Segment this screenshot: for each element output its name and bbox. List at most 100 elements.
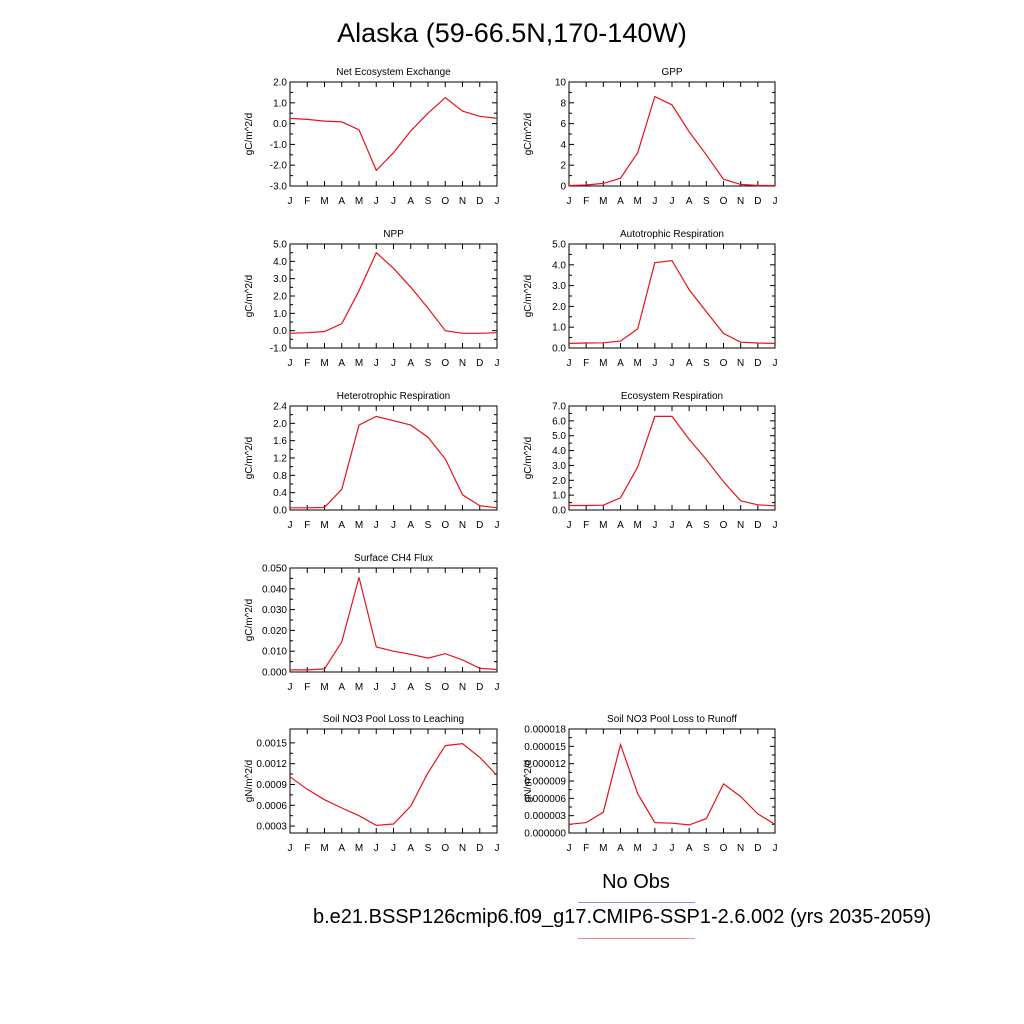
x-tick-label: S [425,682,432,693]
y-axis-label: gC/m^2/d [244,113,255,156]
x-tick-label: A [617,520,624,531]
x-tick-label: O [720,843,728,854]
x-tick-label: A [338,196,345,207]
x-tick-label: J [773,520,778,531]
x-tick-label: F [304,520,310,531]
x-tick-label: N [737,520,744,531]
x-tick-label: J [288,682,293,693]
x-tick-label: J [567,358,572,369]
x-tick-label: O [441,520,449,531]
chart-panel-5: Heterotrophic Respiration gC/m^2/d 0.0 0.4 0… [244,391,500,531]
x-tick-label: J [773,358,778,369]
x-tick-label: M [599,196,607,207]
page-title: Alaska (59-66.5N,170-140W) [337,18,687,48]
y-tick-label: 3.0 [552,461,566,472]
y-tick-label: 2.0 [273,419,287,430]
x-tick-label: J [288,196,293,207]
x-tick-label: M [355,358,363,369]
x-tick-label: M [633,196,641,207]
y-tick-label: 5.0 [552,240,566,251]
series-line [568,742,776,826]
y-tick-label: 5.0 [273,240,287,251]
x-tick-label: O [441,843,449,854]
plot-frame [289,728,498,834]
x-tick-label: A [407,196,414,207]
x-tick-label: O [441,682,449,693]
chart-title: Ecosystem Respiration [621,391,723,402]
y-tick-label: 4.0 [273,257,287,268]
plot-frame [289,405,498,511]
x-tick-label: M [320,520,328,531]
x-tick-label: M [599,358,607,369]
x-tick-label: S [703,843,710,854]
series-line [290,577,498,671]
plot-frame [289,567,498,673]
chart-title: GPP [661,67,682,78]
x-tick-label: M [320,358,328,369]
series-line [568,259,776,344]
y-tick-label: 2.4 [273,402,287,413]
x-tick-label: J [670,843,675,854]
x-tick-label: D [476,843,483,854]
y-tick-label: 1.6 [273,436,287,447]
x-tick-label: D [476,520,483,531]
x-tick-label: M [320,196,328,207]
x-tick-label: J [773,843,778,854]
y-tick-label: 8 [560,98,566,109]
y-axis-label: gC/m^2/d [244,275,255,318]
y-tick-label: 1.0 [552,323,566,334]
x-tick-label: J [495,358,500,369]
x-tick-label: J [288,358,293,369]
y-tick-label: 0.0003 [256,822,287,833]
y-tick-label: 0.4 [273,488,287,499]
x-tick-label: S [425,520,432,531]
x-tick-label: A [686,358,693,369]
series-line [568,95,775,187]
x-tick-label: N [459,196,466,207]
x-tick-label: O [720,358,728,369]
series-line [569,415,776,507]
x-tick-label: N [737,196,744,207]
x-tick-label: J [670,520,675,531]
y-tick-label: 2.0 [273,292,287,303]
y-tick-label: -1.0 [270,140,288,151]
x-tick-label: A [338,843,345,854]
x-tick-label: S [703,358,710,369]
x-tick-label: M [599,520,607,531]
x-tick-label: J [495,682,500,693]
series-line [290,415,498,509]
x-tick-label: M [320,843,328,854]
x-tick-label: A [338,520,345,531]
x-tick-label: J [652,196,657,207]
x-tick-label: J [670,196,675,207]
y-tick-label: 2.0 [273,78,287,89]
chart-panel-1: Net Ecosystem Exchange gC/m^2/d -3.0 -2.0 -1… [244,67,500,207]
x-tick-label: D [476,682,483,693]
x-tick-label: J [374,196,379,207]
x-tick-label: O [441,358,449,369]
y-axis-label: gC/m^2/d [244,437,255,480]
legend-case-label: b.e21.BSSP126cmip6.f09_g17.CMIP6-SSP1-2.… [313,906,932,928]
y-tick-label: 0.0 [273,119,287,130]
chart-panel-4: Autotrophic Respiration gC/m^2/d 0.0 1.0 2.0… [523,229,778,369]
x-tick-label: A [407,843,414,854]
y-tick-label: 6 [560,119,566,130]
y-tick-label: 0.000015 [524,742,566,753]
plot-frame [289,81,498,187]
x-tick-label: A [617,358,624,369]
series-line [289,742,498,827]
y-tick-label: 0.0006 [256,801,287,812]
x-tick-label: J [567,843,572,854]
x-tick-label: J [374,682,379,693]
x-tick-label: F [304,196,310,207]
plot-frame [568,405,776,511]
y-tick-label: 0.020 [262,626,287,637]
y-axis-label: gN/m^2/d [523,760,534,803]
chart-panel-8: Soil NO3 Pool Loss to LeachinggN/m^2/d0.… [244,714,500,854]
x-tick-label: J [374,843,379,854]
x-tick-label: D [754,520,761,531]
y-tick-label: 0.030 [262,605,287,616]
y-tick-label: -1.0 [270,344,288,355]
y-tick-label: 0.0 [552,344,566,355]
